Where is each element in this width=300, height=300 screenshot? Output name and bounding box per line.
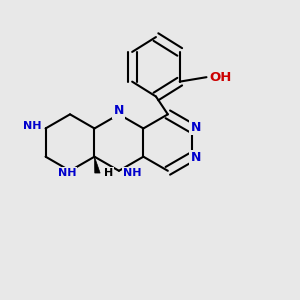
Text: NH: NH: [123, 168, 141, 178]
Text: N: N: [191, 121, 201, 134]
Text: N: N: [114, 104, 124, 117]
Text: NH: NH: [58, 168, 76, 178]
Polygon shape: [94, 157, 100, 173]
Text: N: N: [191, 152, 201, 164]
Text: H: H: [104, 168, 113, 178]
Text: OH: OH: [209, 71, 232, 84]
Text: NH: NH: [22, 121, 41, 131]
